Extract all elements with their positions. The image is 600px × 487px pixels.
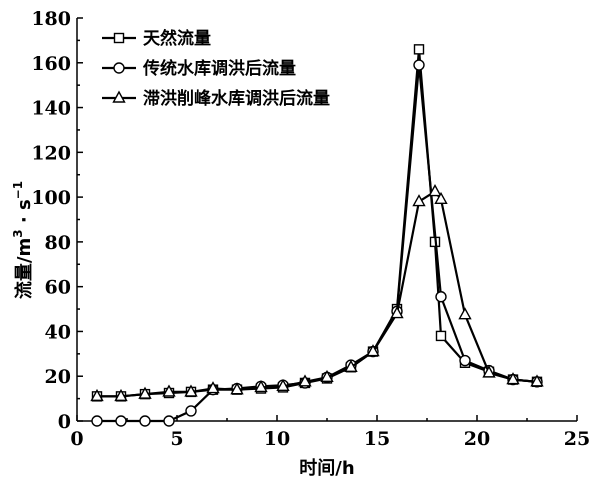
data-point xyxy=(413,59,425,71)
legend-marker xyxy=(113,62,125,74)
data-point xyxy=(90,388,104,402)
y-axis-title-mid: · s xyxy=(14,199,35,229)
legend-label: 滞洪削峰水库调洪后流量 xyxy=(143,88,330,109)
x-tick-label: 20 xyxy=(464,428,490,450)
data-point xyxy=(298,374,312,387)
y-axis-title-main: 流量/m xyxy=(13,238,35,299)
y-axis-title-sup2: −1 xyxy=(11,181,25,199)
y-tick-label: 0 xyxy=(58,411,71,433)
data-point xyxy=(254,379,268,393)
series-circle xyxy=(91,59,543,427)
x-tick-label: 15 xyxy=(364,428,390,450)
y-tick-label: 60 xyxy=(45,277,71,299)
y-tick-label: 120 xyxy=(31,142,71,164)
data-point xyxy=(139,415,151,427)
y-tick-label: 80 xyxy=(45,232,71,254)
x-tick-label: 10 xyxy=(264,428,290,450)
y-axis-title: 流量/m3 · s−1 xyxy=(11,181,35,299)
series-triangle xyxy=(90,184,544,402)
data-point xyxy=(482,365,496,378)
data-point xyxy=(91,415,103,427)
data-point xyxy=(459,354,471,367)
data-point xyxy=(366,344,380,357)
data-point xyxy=(530,374,544,387)
series-line xyxy=(97,64,538,423)
data-point xyxy=(435,291,447,303)
data-point xyxy=(320,369,334,383)
series-layer xyxy=(90,44,544,427)
y-axis-title-sup1: 3 xyxy=(11,229,25,237)
y-tick-label: 40 xyxy=(45,321,71,343)
data-point xyxy=(276,378,290,391)
data-point xyxy=(184,384,198,397)
legend-marker xyxy=(113,32,125,44)
data-point xyxy=(163,415,175,427)
x-tick-label: 25 xyxy=(564,428,590,450)
legend-item: 传统水库调洪后流量 xyxy=(102,58,296,79)
legend-item: 天然流量 xyxy=(102,28,211,49)
y-tick-label: 140 xyxy=(31,98,71,120)
data-point xyxy=(428,184,442,197)
data-point xyxy=(114,388,128,402)
data-point xyxy=(344,359,358,372)
data-point xyxy=(230,382,244,395)
data-point xyxy=(435,330,447,342)
legend-marker xyxy=(112,90,126,103)
y-tick-label: 20 xyxy=(45,366,71,388)
legend-label: 天然流量 xyxy=(143,28,211,49)
y-tick-label: 100 xyxy=(31,187,71,209)
data-point xyxy=(390,306,404,319)
y-tick-label: 180 xyxy=(31,8,71,30)
x-tick-label: 0 xyxy=(70,428,83,450)
x-tick-label: 5 xyxy=(170,428,183,450)
data-point xyxy=(458,307,472,320)
data-point xyxy=(115,415,127,427)
y-tick-label: 160 xyxy=(31,53,71,75)
legend-label: 传统水库调洪后流量 xyxy=(142,58,296,79)
legend-item: 滞洪削峰水库调洪后流量 xyxy=(102,88,330,109)
data-point xyxy=(506,372,520,385)
ticks: 0 5 10 15 20 25 0 20 40 60 80 100 120 140 160 180 xyxy=(31,8,590,450)
data-point xyxy=(412,194,426,207)
data-point xyxy=(434,191,448,205)
data-point xyxy=(162,384,176,397)
data-point xyxy=(185,405,197,417)
svg-text:流量/m3 · s−1: 流量/m3 · s−1 xyxy=(11,181,35,299)
data-point xyxy=(138,386,152,399)
data-point xyxy=(206,381,220,394)
data-point xyxy=(413,44,425,55)
x-axis-title: 时间/h xyxy=(299,458,354,479)
